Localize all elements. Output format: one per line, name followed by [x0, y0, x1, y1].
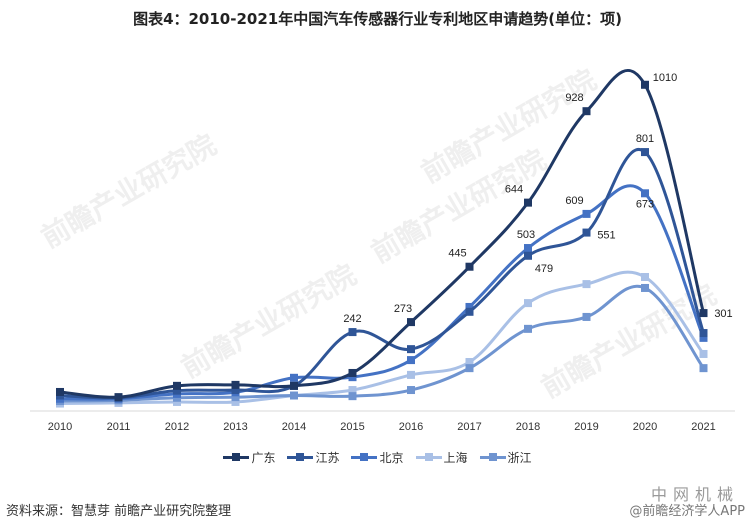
data-marker [465, 307, 474, 316]
data-marker [290, 373, 298, 382]
data-label: 242 [343, 313, 361, 325]
data-marker [524, 324, 532, 333]
x-tick-label: 2020 [633, 421, 657, 433]
data-marker [524, 299, 532, 308]
chart-legend: 广东 江苏 北京 上海 浙江 [0, 449, 755, 466]
data-marker [348, 373, 357, 382]
data-marker [641, 80, 649, 89]
x-tick-label: 2019 [574, 421, 598, 433]
data-marker [582, 280, 591, 289]
data-marker [348, 328, 357, 337]
data-marker [524, 251, 532, 260]
corner-watermark-logo: 中网机械 [650, 485, 739, 504]
data-marker [524, 198, 532, 207]
data-marker [641, 189, 649, 198]
data-marker [231, 393, 240, 402]
data-marker [348, 386, 357, 395]
legend-swatch-icon [479, 453, 506, 461]
data-label: 445 [448, 248, 466, 260]
legend-swatch-icon [223, 453, 250, 461]
source-note: 资料来源：智慧芽 前瞻产业研究院整理 [6, 504, 232, 519]
legend-item: 上海 [415, 449, 468, 466]
legend-label: 北京 [379, 451, 404, 465]
data-marker [173, 381, 181, 390]
legend-item: 北京 [351, 449, 404, 466]
data-label: 644 [505, 184, 523, 196]
data-marker [641, 273, 649, 282]
data-label: 273 [394, 303, 412, 315]
data-label: 1010 [653, 72, 677, 84]
data-marker [465, 302, 474, 311]
legend-item: 广东 [223, 449, 275, 466]
data-marker [348, 368, 357, 377]
data-marker [582, 228, 591, 237]
data-marker [465, 364, 474, 373]
legend-item: 江苏 [287, 449, 339, 466]
data-marker [56, 387, 64, 396]
x-tick-label: 2012 [165, 421, 189, 433]
data-marker [348, 392, 357, 401]
data-marker [524, 244, 532, 253]
chart-title: 图表4：2010-2021年中国汽车传感器行业专利地区申请趋势(单位：项) [133, 10, 622, 28]
legend-label: 浙江 [507, 451, 532, 465]
data-marker [407, 370, 415, 379]
data-marker [699, 329, 708, 338]
legend-swatch-icon [351, 453, 378, 461]
data-marker [407, 386, 415, 395]
data-label: 503 [517, 229, 535, 241]
data-marker [407, 318, 415, 327]
x-tick-label: 2010 [48, 421, 72, 433]
legend-swatch-icon [415, 453, 442, 461]
data-marker [582, 107, 591, 116]
x-tick-label: 2014 [282, 421, 306, 433]
data-marker [465, 358, 474, 367]
data-marker [407, 356, 415, 365]
data-label: 928 [565, 92, 583, 104]
data-marker [465, 262, 474, 271]
series-广东 [56, 68, 708, 402]
data-marker [699, 309, 708, 318]
data-label: 551 [597, 230, 615, 242]
data-marker [290, 391, 298, 400]
data-label: 479 [535, 263, 553, 275]
x-tick-label: 2016 [399, 421, 423, 433]
legend-item: 浙江 [479, 449, 532, 466]
data-marker [582, 312, 591, 321]
legend-label: 江苏 [315, 451, 340, 465]
line-chart: 2010 2011 2012 2013 2014 2015 2016 2017 2018 2019… [30, 68, 735, 433]
data-marker [231, 380, 240, 389]
x-tick-label: 2013 [223, 421, 247, 433]
data-marker [231, 386, 240, 395]
legend-label: 上海 [443, 451, 468, 465]
x-tick-label: 2015 [340, 421, 364, 433]
data-marker [407, 345, 415, 354]
corner-watermark-handle: @前瞻经济学人APP [629, 504, 745, 519]
series-浙江 [56, 283, 708, 405]
data-marker [114, 393, 123, 402]
data-marker [699, 349, 708, 358]
x-tick-label: 2017 [457, 421, 481, 433]
data-marker [290, 381, 298, 390]
data-marker [699, 364, 708, 373]
x-tick-label: 2018 [516, 421, 540, 433]
data-marker [173, 397, 181, 406]
data-marker [173, 386, 181, 395]
data-marker [641, 283, 649, 292]
data-marker [641, 148, 649, 157]
data-label: 801 [636, 133, 654, 145]
legend-label: 广东 [251, 451, 276, 465]
x-tick-label: 2021 [691, 421, 715, 433]
data-marker [699, 333, 708, 342]
data-marker [231, 397, 240, 406]
x-tick-label: 2011 [107, 421, 131, 433]
data-label: 609 [565, 195, 583, 207]
data-marker [582, 209, 591, 218]
data-label: 673 [636, 198, 654, 210]
series-line [59, 148, 705, 400]
series-line [59, 184, 705, 401]
legend-swatch-icon [287, 453, 314, 461]
data-label: 301 [714, 308, 732, 320]
series-北京 [56, 184, 708, 403]
